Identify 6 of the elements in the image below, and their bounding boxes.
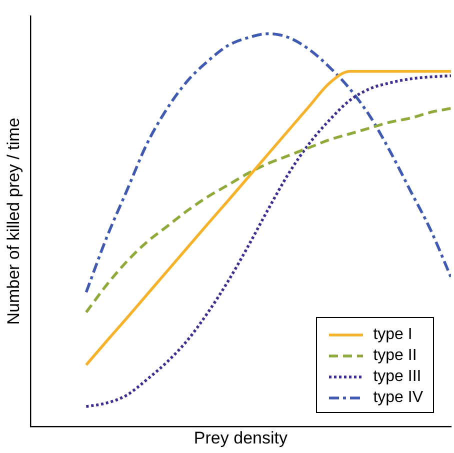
y-axis-title: Number of killed prey / time (4, 118, 23, 325)
legend-label: type IV (373, 388, 423, 406)
legend-label: type I (373, 326, 412, 344)
legend-label: type III (373, 368, 422, 386)
legend-label: type II (373, 346, 417, 364)
x-axis-title: Prey density (194, 428, 288, 448)
